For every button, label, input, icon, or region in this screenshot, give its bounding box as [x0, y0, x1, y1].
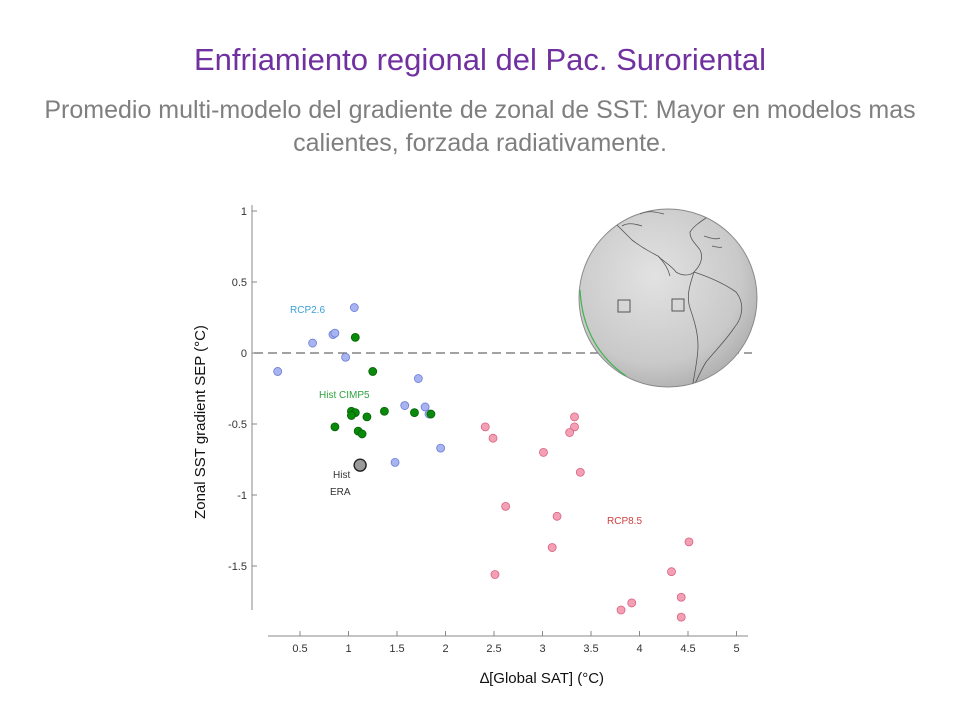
slide-title: Enfriamiento regional del Pac. Surorient… [193, 42, 767, 77]
rcp2-6-point [273, 367, 283, 376]
x-tick-label: 5 [733, 643, 739, 655]
rcp26-label: RCP2.6 [290, 305, 325, 316]
x-tick-label: 2 [442, 643, 448, 655]
rcp8-5-point [501, 501, 511, 511]
x-tick-label: 4 [636, 643, 642, 655]
x-tick-label: 4.5 [680, 643, 695, 655]
y-tick-label: 0.5 [232, 277, 247, 289]
hist-cimp5-point [357, 429, 367, 439]
rcp8-5-point [490, 570, 500, 579]
x-tick-label: 3.5 [583, 643, 598, 655]
hist-era-label-2: ERA [330, 487, 351, 498]
rcp2-6-point [413, 374, 423, 383]
hist-era-label-1: Hist [333, 470, 350, 481]
y-tick-label: -1 [237, 490, 247, 502]
rcp8-5-point [539, 447, 548, 457]
slide-subtitle: Promedio multi-modelo del gradiente de z… [44, 96, 916, 157]
x-tick-label: 1.5 [389, 643, 404, 655]
globe-map [578, 208, 758, 388]
west-box-region [617, 299, 631, 313]
rcp8-5-point [570, 422, 579, 432]
rcp2-6-point [400, 401, 410, 410]
caribbean-islands [703, 235, 723, 248]
rcp8-5-point [480, 422, 490, 432]
rcp85-label: RCP8.5 [607, 516, 642, 527]
y-tick-label: -0.5 [228, 419, 247, 431]
rcp8-5-point [552, 511, 562, 521]
y-tick-label: 0 [241, 348, 247, 360]
rcp8-5-point [676, 612, 686, 622]
rcp2-6-point [341, 352, 350, 362]
rcp8-5-point [684, 537, 694, 547]
hist-cimp5-point [368, 367, 378, 376]
rcp8-5-point [667, 567, 676, 577]
rcp2-6-point [330, 328, 340, 338]
hist-cimp5-point [426, 409, 436, 419]
north-america-coast [599, 209, 707, 276]
rcp8-5-point [627, 598, 637, 608]
globe-sphere [578, 208, 758, 388]
y-tick-label: -1.5 [228, 561, 247, 573]
east-box-region [671, 298, 685, 312]
rcp8-5-point [570, 412, 579, 422]
central-america-coast [657, 255, 671, 277]
hist-cimp5-point [362, 412, 372, 422]
rcp8-5-point [575, 467, 585, 477]
rcp2-6-point [349, 303, 359, 312]
globe-limb-green [579, 289, 627, 377]
data-points [273, 303, 694, 622]
rcp8-5-point [547, 543, 557, 552]
hist-era-point [353, 458, 367, 472]
x-tick-label: 2.5 [486, 643, 501, 655]
x-axis-title: ∆[Global SAT] (°C) [480, 670, 604, 687]
rcp8-5-point [488, 433, 498, 443]
y-ticks: 1 0.5 0 -0.5 -1 -1.5 [228, 206, 257, 573]
hist-cimp5-label: Hist CIMP5 [319, 390, 370, 401]
x-ticks: 0.5 1 1.5 2 2.5 3 3.5 4 4.5 5 [292, 631, 740, 655]
rcp8-5-point [616, 605, 626, 615]
x-tick-label: 1 [345, 643, 351, 655]
hist-cimp5-point [350, 332, 360, 342]
rcp2-6-point [420, 402, 430, 412]
y-tick-label: 1 [241, 206, 247, 218]
rcp8-5-point [676, 592, 686, 602]
rcp8-5-point [565, 428, 575, 437]
rcp2-6-point [308, 338, 318, 348]
hist-cimp5-point [410, 408, 419, 418]
hist-cimp5-point [347, 411, 356, 420]
hist-cimp5-point [379, 406, 389, 416]
south-america-coast [687, 271, 743, 387]
rcp2-6-point [390, 457, 400, 467]
y-axis-title: Zonal SST gradient SEP (°C) [192, 325, 209, 519]
pole-coast [621, 211, 665, 227]
x-tick-label: 0.5 [292, 643, 307, 655]
rcp2-6-point [436, 443, 446, 453]
x-tick-label: 3 [539, 643, 545, 655]
hist-cimp5-point [330, 422, 340, 432]
